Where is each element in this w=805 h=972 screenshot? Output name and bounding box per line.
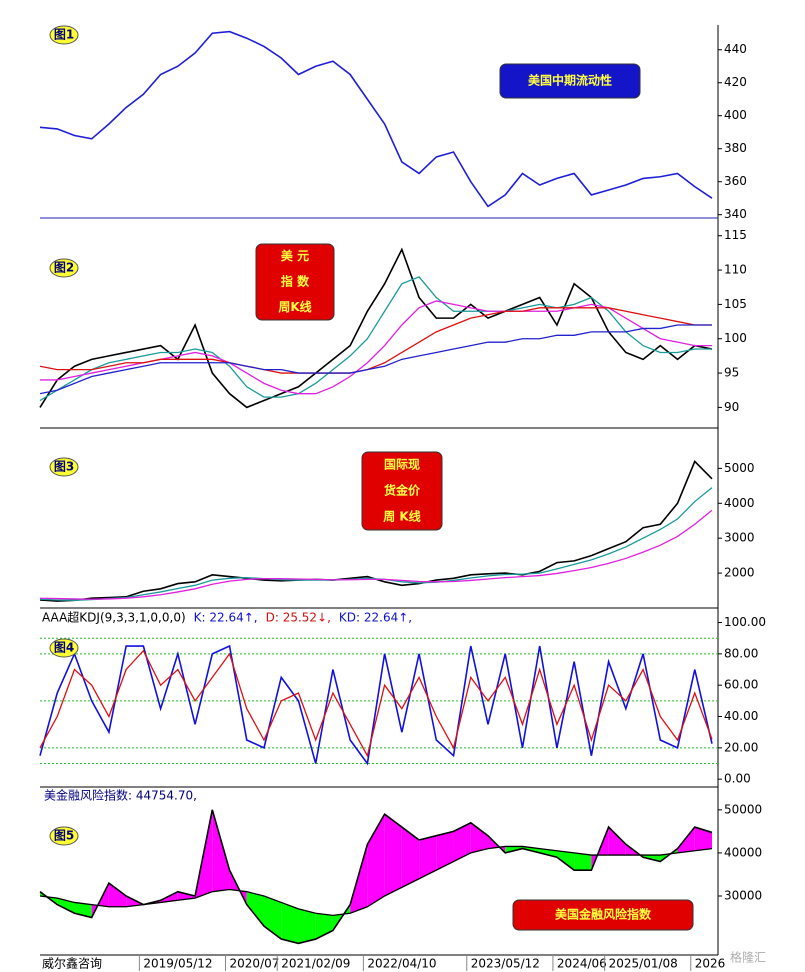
y-tick-label: 40.00 xyxy=(724,709,758,723)
x-tick-label: 2025/01/08 xyxy=(609,957,678,971)
badge xyxy=(49,25,79,45)
series-line xyxy=(39,649,713,758)
fill-area xyxy=(436,831,454,871)
annotation-text: 美国中期流动性 xyxy=(528,73,612,88)
y-tick-label: 400 xyxy=(724,108,747,122)
y-tick-label: 440 xyxy=(724,42,747,56)
annotation-text: 美 元 xyxy=(281,248,309,263)
badge-label: 图1 xyxy=(54,28,74,42)
footer: 威尔鑫咨询 xyxy=(42,956,102,971)
y-tick-label: 0.00 xyxy=(724,772,751,786)
annotation-text: 国际现 xyxy=(384,458,420,472)
legend-entry: KD: 22.64↑, xyxy=(339,611,412,625)
y-tick-label: 4000 xyxy=(724,496,755,510)
badge xyxy=(49,457,79,477)
badge-label: 图5 xyxy=(54,829,74,843)
y-tick-label: 5000 xyxy=(724,461,755,475)
y-tick-label: 420 xyxy=(724,75,747,89)
y-tick-label: 115 xyxy=(724,228,747,242)
watermark: 格隆汇 xyxy=(730,950,766,965)
legend-entry: D: 25.52↓, xyxy=(266,611,331,625)
annotation-text: 美国金融风险指数 xyxy=(555,907,652,922)
fill-area xyxy=(246,891,264,927)
badge xyxy=(49,258,79,278)
series-line xyxy=(39,644,713,766)
fill-area xyxy=(384,814,402,896)
y-tick-label: 360 xyxy=(724,174,747,188)
fill-area xyxy=(470,822,488,853)
fill-area xyxy=(212,809,230,892)
annotation-text: 周 K线 xyxy=(383,509,420,524)
y-tick-label: 100.00 xyxy=(724,615,766,629)
y-tick-label: 3000 xyxy=(724,531,755,545)
fill-area xyxy=(453,822,471,862)
badge xyxy=(49,826,79,846)
series-line xyxy=(39,809,713,945)
y-tick-label: 100 xyxy=(724,331,747,345)
y-tick-label: 60.00 xyxy=(724,678,758,692)
badge-label: 图2 xyxy=(54,261,74,275)
x-tick-label: 2023/05/12 xyxy=(471,957,540,971)
fill-area xyxy=(281,902,299,944)
fill-area xyxy=(694,827,712,851)
annotation-text: 货金价 xyxy=(384,483,421,498)
fill-area xyxy=(574,852,592,871)
y-tick-label: 50000 xyxy=(724,802,762,816)
y-tick-label: 40000 xyxy=(724,845,762,859)
x-tick-label: 2020/07 xyxy=(230,957,280,971)
x-tick-label: 2022/04/10 xyxy=(367,957,436,971)
annotation-text: 指 数 xyxy=(281,274,310,289)
badge xyxy=(49,638,79,658)
fill-area xyxy=(108,883,127,907)
series-line xyxy=(39,324,712,395)
x-tick-label: 2019/05/12 xyxy=(143,957,212,971)
y-tick-label: 105 xyxy=(724,297,747,311)
y-tick-label: 380 xyxy=(724,141,747,155)
series-line xyxy=(39,247,713,409)
x-tick-label: 2021/02/09 xyxy=(281,957,350,971)
annotation-box xyxy=(512,899,694,931)
badge-label: 图3 xyxy=(54,460,74,474)
x-tick-label: 2026 xyxy=(695,957,726,971)
legend-entry: K: 22.64↑, xyxy=(194,611,258,625)
y-tick-label: 2000 xyxy=(724,566,755,580)
y-tick-label: 80.00 xyxy=(724,646,758,660)
legend-entry: AAA超KDJ(9,3,3,1,0,0,0) xyxy=(42,610,186,625)
series-line xyxy=(39,30,713,208)
series-line xyxy=(39,845,713,917)
y-tick-label: 110 xyxy=(724,263,747,277)
x-tick-label: 2024/06 xyxy=(557,957,607,971)
annotation-box xyxy=(255,243,335,321)
fill-area xyxy=(556,850,575,871)
y-tick-label: 90 xyxy=(724,400,739,414)
series-line xyxy=(39,509,713,600)
series-line xyxy=(39,307,712,374)
fill-area xyxy=(298,908,316,944)
fill-area xyxy=(264,895,282,940)
y-tick-label: 340 xyxy=(724,207,747,221)
y-tick-label: 20.00 xyxy=(724,740,758,754)
annotation-box xyxy=(499,63,641,99)
annotation-box xyxy=(361,451,443,531)
annotation-text: 周K线 xyxy=(278,299,311,314)
y-tick-label: 95 xyxy=(724,366,739,380)
fill-area xyxy=(401,827,420,888)
fill-area xyxy=(608,827,626,856)
y-tick-label: 30000 xyxy=(724,888,762,902)
panel-title: 美金融风险指数: 44754.70, xyxy=(44,788,197,803)
fill-area xyxy=(591,827,609,871)
badge-label: 图4 xyxy=(54,641,74,655)
series-line xyxy=(39,276,712,402)
fill-area xyxy=(419,835,437,879)
